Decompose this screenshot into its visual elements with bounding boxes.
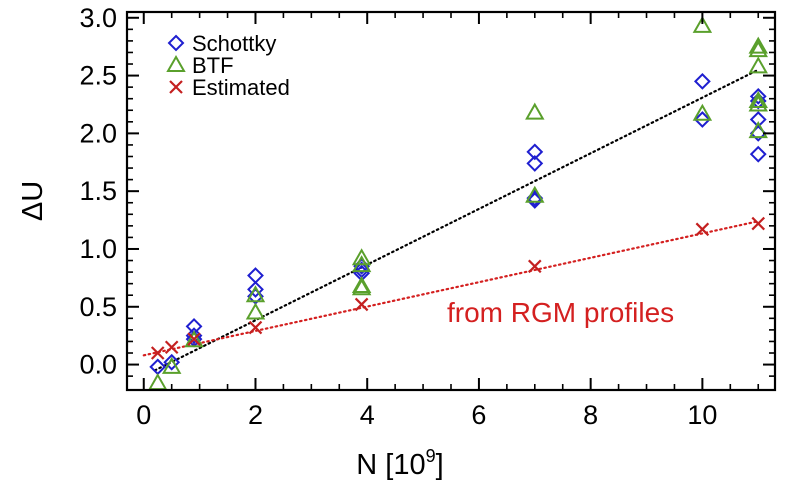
legend-schottky-symbol [167, 34, 185, 52]
btf-point [692, 103, 713, 121]
btf-point [692, 15, 713, 33]
btf-point [748, 40, 768, 58]
fit-lines [142, 68, 760, 372]
legend-btf-label: BTF [192, 53, 234, 78]
annotation-text: from RGM profiles [447, 297, 674, 328]
y-tick-label: 1.0 [79, 234, 117, 264]
schottky-point [693, 72, 711, 90]
btf-point [351, 278, 372, 296]
x-tick-label: 2 [248, 400, 263, 430]
schottky-point [526, 192, 544, 209]
estimated-point [695, 222, 710, 237]
legend-estimated-symbol [169, 80, 183, 94]
x-axis-label-main: N [10 [356, 449, 425, 481]
y-tick-label: 2.0 [79, 118, 117, 148]
axis-ticks [127, 12, 775, 390]
x-axis-label-close: ] [436, 449, 444, 481]
x-tick-label: 0 [136, 400, 151, 430]
legend-schottky-label: Schottky [192, 31, 276, 56]
btf-point [748, 121, 768, 139]
schottky-point [749, 87, 767, 105]
btf-point [245, 302, 266, 320]
x-tick-label: 10 [687, 400, 717, 430]
y-tick-label: 0.0 [79, 350, 117, 380]
btf-point [748, 90, 768, 109]
schottky-point [693, 111, 711, 128]
estimated-point [187, 332, 201, 346]
schottky-point [526, 155, 544, 172]
schottky-point [163, 353, 181, 371]
y-tick-label: 3.0 [79, 3, 117, 33]
btf-point [351, 275, 372, 293]
btf-point [148, 373, 168, 391]
schottky-point [247, 281, 264, 298]
schottky-point [749, 145, 767, 163]
btf-point [351, 248, 372, 266]
y-axis-label: ΔU [17, 181, 49, 221]
schottky-point [526, 143, 544, 161]
tick-labels: 0 2 4 6 8 10 0.0 0.5 1.0 1.5 2.0 2.5 3.0 [79, 3, 717, 430]
y-tick-label: 1.5 [79, 176, 117, 206]
x-tick-label: 8 [583, 400, 598, 430]
btf-point [245, 285, 266, 303]
estimated-point [150, 346, 165, 360]
btf-point [525, 102, 545, 120]
legend-estimated-label: Estimated [192, 75, 290, 100]
y-tick-label: 2.5 [79, 61, 117, 91]
estimated-point [751, 216, 766, 231]
fit-line [153, 68, 760, 372]
fit-line [142, 220, 760, 357]
btf-point [351, 255, 372, 273]
btf-point [748, 36, 768, 54]
x-tick-label: 6 [471, 400, 486, 430]
estimated-point [248, 320, 263, 335]
schottky-point [247, 267, 264, 284]
estimated-point [354, 297, 369, 312]
legend-btf-symbol [166, 54, 186, 72]
btf-point [184, 330, 204, 348]
schottky-point [149, 358, 167, 376]
btf-point [748, 56, 768, 74]
estimated-point [164, 340, 179, 355]
estimated-point [528, 259, 542, 274]
btf-point [161, 356, 182, 374]
x-axis-label: N [109] [356, 446, 443, 481]
btf-point [525, 185, 545, 203]
y-tick-label: 0.5 [79, 292, 117, 322]
plot-area [125, 10, 777, 392]
btf-point [748, 94, 768, 112]
x-axis-label-exponent: 9 [426, 446, 436, 466]
x-tick-label: 4 [360, 400, 375, 430]
